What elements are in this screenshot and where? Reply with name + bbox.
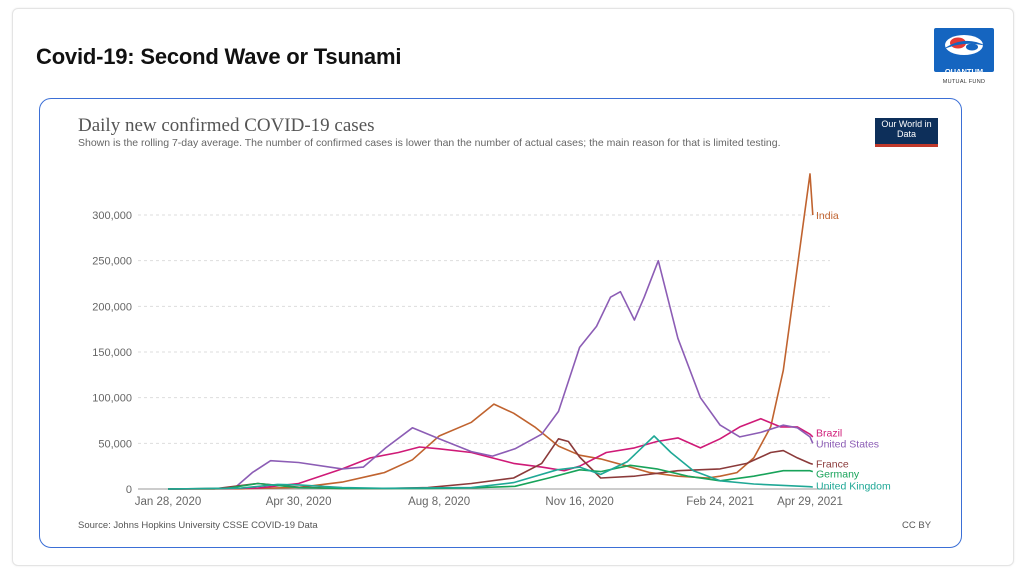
x-tick-label: Apr 30, 2020 — [266, 496, 332, 508]
chart-license: CC BY — [902, 520, 932, 531]
chart-source: Source: Johns Hopkins University CSSE CO… — [78, 520, 318, 531]
logo-badge — [934, 28, 994, 72]
y-tick-label: 300,000 — [92, 210, 132, 222]
chart-subtitle: Shown is the rolling 7-day average. The … — [78, 137, 781, 149]
quantum-logo: QUANTUM MUTUAL FUND — [934, 28, 994, 88]
series-line — [167, 259, 814, 490]
series-label: India — [816, 210, 839, 222]
series-label: United States — [816, 438, 879, 450]
chart-frame: Daily new confirmed COVID-19 cases Shown… — [39, 98, 962, 548]
y-tick-label: 150,000 — [92, 347, 132, 359]
x-tick-label: Nov 16, 2020 — [545, 496, 613, 508]
series-line — [167, 435, 813, 490]
series-line — [167, 464, 814, 490]
line-chart: 0 50,000 100,000 150,000 200,000 250,000 300,0… — [92, 173, 891, 508]
y-tick-label: 50,000 — [98, 438, 132, 450]
series-label: Germany — [816, 468, 860, 480]
series-label: France — [816, 458, 849, 470]
x-tick-label: Apr 29, 2021 — [777, 496, 843, 508]
our-world-in-data-badge: Our World in Data — [875, 118, 938, 147]
logo-subtitle: MUTUAL FUND — [942, 79, 986, 85]
series-label: Brazil — [816, 427, 842, 439]
series-line — [167, 173, 814, 490]
chart-title: Daily new confirmed COVID-19 cases — [78, 115, 375, 136]
slide-title: Covid-19: Second Wave or Tsunami — [36, 44, 402, 69]
x-tick-label: Aug 8, 2020 — [408, 496, 470, 508]
x-tick-label: Jan 28, 2020 — [135, 496, 202, 508]
y-tick-label: 0 — [126, 484, 132, 496]
logo-name: QUANTUM — [944, 67, 984, 76]
y-tick-label: 200,000 — [92, 301, 132, 313]
logo-emblem-icon — [942, 35, 986, 55]
series-label: United Kingdom — [816, 480, 891, 492]
y-tick-label: 100,000 — [92, 393, 132, 405]
y-tick-label: 250,000 — [92, 256, 132, 268]
x-tick-label: Feb 24, 2021 — [686, 496, 754, 508]
series-line — [167, 417, 814, 490]
